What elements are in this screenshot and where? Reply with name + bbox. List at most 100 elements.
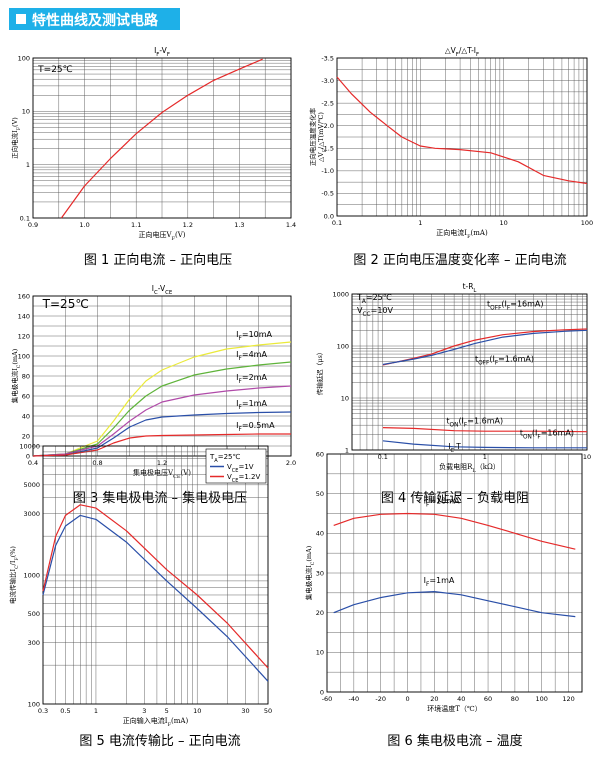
x-axis-label: 正向输入电流IF(mA)	[123, 716, 189, 728]
x-tick-label: 10	[583, 453, 591, 461]
series-line-0	[333, 512, 576, 550]
x-tick-label: 0.1	[378, 453, 388, 461]
y-axis-label: 正向电流IF(V)	[10, 117, 22, 159]
plot-frame	[326, 453, 583, 693]
x-tick-label: 1.3	[234, 221, 244, 229]
chart-dvf-dt-if: 0.1 1 10 100 0.0 -0.5 -1.0 -1.5 -2.0 -2.5 -3.0 -3.5…	[308, 46, 593, 240]
y-tick-label: 500	[28, 610, 40, 618]
plot-frame	[32, 57, 292, 219]
x-tick-label: 0.9	[28, 221, 38, 229]
y-axis-label: 集电极电流IC(mA)	[304, 545, 316, 600]
series-line-2	[32, 385, 292, 457]
x-tick-label: -60	[322, 695, 333, 703]
y-axis-label-line2: △VF/△T(mV/℃)	[317, 112, 328, 162]
y-tick-label: 140	[18, 312, 30, 320]
x-tick-label: 1	[418, 219, 422, 227]
x-tick-label: 100	[581, 219, 593, 227]
y-axis-label: 正向电压温度变化率	[308, 107, 317, 166]
x-tick-label: 0.1	[332, 219, 342, 227]
caption-fig4: 图 4 传输延迟 – 负载电阻	[380, 491, 530, 506]
y-tick-label: 100	[337, 342, 349, 350]
x-tick-label: 1	[483, 453, 487, 461]
annotation-0: T=25℃	[37, 65, 73, 75]
x-tick-label: 0.3	[38, 707, 48, 715]
annotation-1: IF=1mA	[424, 576, 455, 588]
chart-title: IC-T	[448, 442, 461, 454]
y-axis-label: 传输延迟（μs）	[315, 349, 324, 396]
y-tick-label: -3.0	[321, 77, 334, 85]
chart-ic-vce: 0.40.81.21.62.0020406080100120140160IC-V…	[10, 284, 296, 480]
x-axis-label: 集电极电压VCE(V)	[133, 468, 191, 480]
y-tick-label: 30	[316, 569, 324, 577]
caption-fig3: 图 3 集电极电流 – 集电极电压	[72, 491, 248, 506]
chart-if-vf: 0.9 1.0 1.1 1.2 1.3 1.4 0.1 1 10 100 IF-VF 正向电压VF(V…	[10, 46, 296, 242]
y-tick-label: 100	[28, 700, 40, 708]
x-tick-label: 0.8	[92, 459, 102, 467]
grid	[351, 293, 588, 451]
annotation-4: tON(IF=1.6mA)	[446, 417, 503, 429]
x-axis-label: 正向电流IF(mA)	[436, 228, 488, 240]
x-tick-label: 40	[457, 695, 465, 703]
y-tick-label: 60	[22, 392, 30, 400]
y-tick-label: 10	[22, 108, 30, 116]
y-tick-label: -1.0	[321, 167, 334, 175]
x-tick-label: 30	[241, 707, 249, 715]
x-axis-label: 正向电压VF(V)	[138, 230, 185, 242]
y-tick-label: -0.5	[321, 190, 334, 198]
section-banner: 特性曲线及测试电路	[9, 8, 180, 30]
y-tick-label: 20	[22, 432, 30, 440]
x-tick-label: 50	[264, 707, 272, 715]
annotation-0: TA=25℃	[356, 293, 392, 305]
series-line-3	[32, 411, 292, 457]
x-tick-label: 10	[193, 707, 201, 715]
y-tick-label: 1	[345, 446, 349, 454]
y-tick-label: 0.0	[324, 212, 334, 220]
chart-ic-t: -60 -40 -20 0 20 40 60 80 100 120 0 10 20 30 40 50 60 IC-…	[304, 442, 583, 713]
y-tick-label: 1000	[23, 571, 40, 579]
y-tick-label: 80	[22, 372, 30, 380]
grid	[32, 57, 292, 219]
y-tick-label: 60	[316, 450, 324, 458]
annotation-2: tOFF(IF=16mA)	[487, 299, 543, 311]
y-tick-label: 120	[18, 332, 30, 340]
x-tick-label: 60	[484, 695, 492, 703]
x-tick-label: 80	[511, 695, 519, 703]
annotation-0: T=25℃	[42, 297, 89, 311]
x-tick-label: 10	[500, 219, 508, 227]
y-tick-label: 10	[341, 394, 349, 402]
x-tick-label: 0.4	[28, 459, 38, 467]
y-tick-label: 100	[18, 352, 30, 360]
caption-fig2: 图 2 正向电压温度变化率 – 正向电流	[353, 253, 567, 268]
series-line-1	[333, 591, 576, 618]
annotation-5: IF=0.5mA	[236, 421, 275, 433]
y-tick-label: -2.5	[321, 99, 334, 107]
y-tick-label: 20	[316, 609, 324, 617]
section-title: 特性曲线及测试电路	[32, 13, 158, 29]
chart-t-rl: 0.1 1 101101001000t-RL负载电阻RL（kΩ）传输延迟（μs）TA…	[315, 282, 591, 474]
series-line-0	[336, 76, 588, 185]
legend-entry: VCE=1V	[227, 463, 254, 474]
y-tick-label: 50	[316, 490, 324, 498]
annotation-1: IF=10mA	[236, 330, 272, 342]
y-tick-label: 10	[316, 649, 324, 657]
legend-title: TA=25℃	[209, 453, 240, 464]
banner-square-icon	[16, 14, 26, 24]
x-tick-label: 2.0	[286, 459, 296, 467]
series-line-4	[32, 433, 291, 457]
x-tick-label: 0.5	[60, 707, 70, 715]
annotation-0: IF=10mA	[424, 497, 460, 509]
series-line-0	[32, 341, 292, 457]
y-tick-label: 100	[18, 54, 30, 62]
x-tick-label: -40	[349, 695, 360, 703]
annotation-5: tON(IF=16mA)	[520, 429, 574, 441]
plot-frame	[42, 445, 269, 705]
y-tick-label: -2.0	[321, 122, 334, 130]
chart-ctr-if: 0.3 0.5 1 3 5 10 30 50 100 300 500 1000 3000 5000 1000…	[8, 442, 272, 728]
y-tick-label: 0	[320, 688, 324, 696]
x-tick-label: 1	[94, 707, 98, 715]
x-tick-label: 1.2	[183, 221, 193, 229]
grid	[42, 445, 269, 705]
x-tick-label: -20	[375, 695, 386, 703]
grid	[326, 453, 583, 693]
y-tick-label: -3.5	[321, 54, 334, 62]
